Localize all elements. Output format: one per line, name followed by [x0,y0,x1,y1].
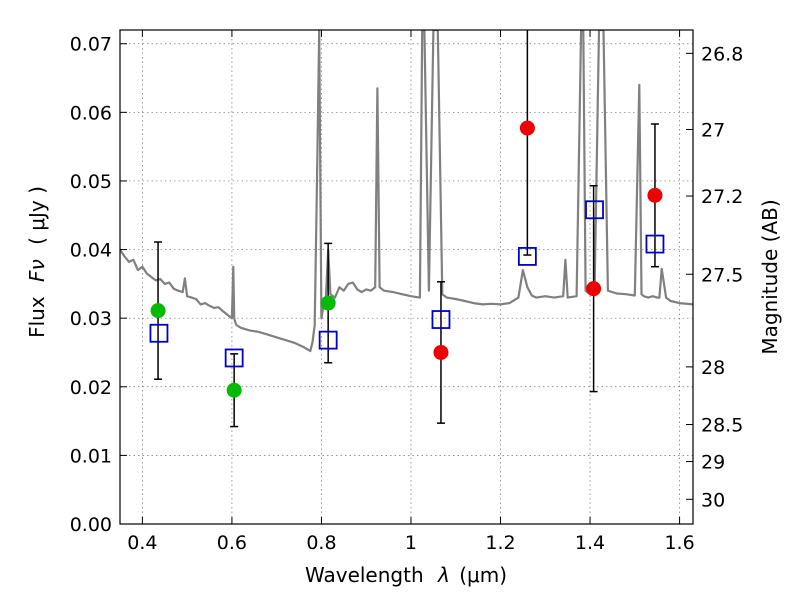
ticks-layer: 0.4 0.6 0.8 1 1.2 1.4 1.6 0.00 0.01 0.02 0.03 0.04 0… [70,30,743,554]
x-axis-label-unit: (μm) [459,563,507,587]
plot-frame [119,29,694,525]
y-tick-label: 0.03 [70,308,112,330]
model-square-marker [318,330,338,350]
magnitude-tick-label: 27 [701,119,725,141]
y-tick-label: 0.04 [70,240,112,262]
x-tick-label: 0.6 [217,532,247,554]
model-square-marker [645,234,665,254]
model-square-marker [431,310,451,329]
magnitude-tick-label: 28 [701,357,725,379]
data-point [519,120,535,136]
magnitude-tick-label: 26.8 [701,43,743,65]
y2-axis-label: Magnitude (AB) [758,199,782,354]
y-tick-label: 0.02 [70,377,112,399]
data-point [647,187,663,203]
y-tick-label: 0.00 [70,514,112,536]
x-axis-label-text: Wavelength [305,563,424,587]
data-point [226,382,242,398]
data-point [586,281,602,297]
y-tick-label: 0.05 [70,171,112,193]
x-tick-label: 1.6 [664,532,694,554]
y-axis-label-text: Flux [25,296,49,338]
spectrum-layer [120,30,693,353]
y-tick-label: 0.01 [70,445,112,467]
y-axis-label-symbol: Fν [25,259,49,282]
magnitude-tick-label: 27.2 [701,186,743,208]
magnitude-tick-label: 29 [701,452,725,474]
magnitude-tick-label: 30 [701,489,725,511]
x-tick-label: 1 [405,532,417,554]
model-square-marker [585,200,604,220]
magnitude-tick-label: 27.5 [701,264,743,286]
x-tick-label: 1.2 [485,532,515,554]
y-axis-label: Flux Fν ( μJy ) [25,186,49,338]
data-point [433,344,449,360]
x-tick-label: 0.4 [127,532,157,554]
plot-area [120,30,693,428]
spectrum-line [120,30,693,353]
x-tick-label: 0.8 [306,532,336,554]
data-point [320,295,336,311]
y-tick-label: 0.06 [70,102,112,124]
x-axis-label-symbol: λ [437,563,450,587]
magnitude-tick-label: 28.5 [701,415,743,437]
y-tick-label: 0.07 [70,34,112,56]
model-square-marker [224,348,244,368]
model-square-marker [517,247,537,266]
data-point [150,303,166,319]
points-layer [149,30,665,428]
x-axis-label: Wavelength λ (μm) [305,563,507,587]
model-square-marker [149,323,169,343]
y-axis-label-unit: ( μJy ) [25,186,49,245]
x-tick-label: 1.4 [575,532,605,554]
